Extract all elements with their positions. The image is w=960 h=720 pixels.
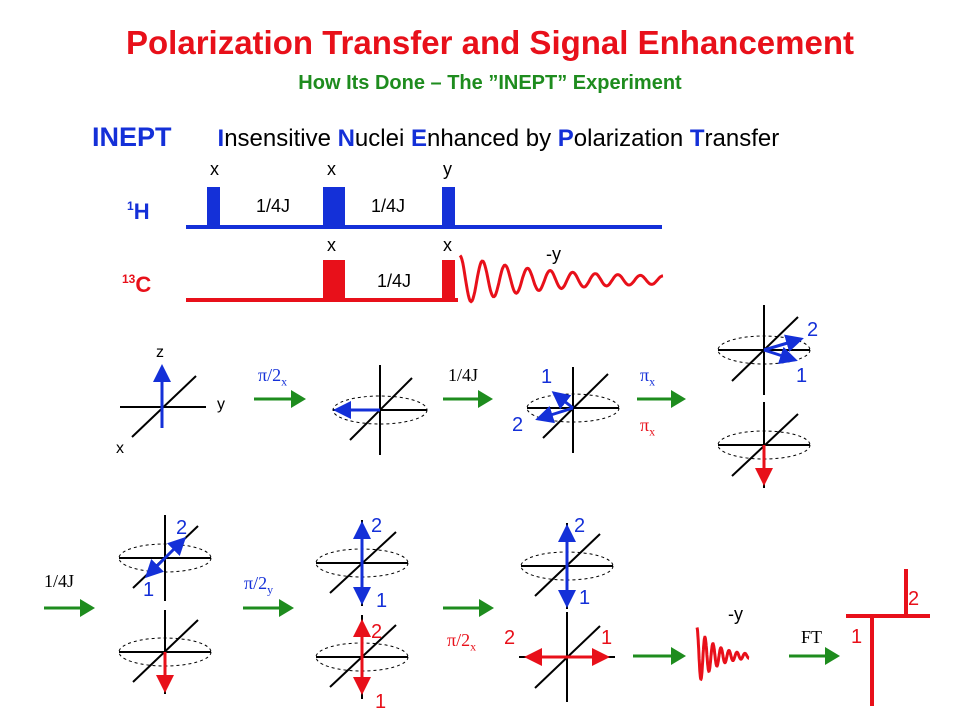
op-pi-x-proton: πx bbox=[640, 365, 656, 389]
spin-label-2: 2 bbox=[512, 414, 524, 436]
spin-1-vector bbox=[763, 346, 798, 364]
y-axis-label: y bbox=[217, 396, 225, 413]
x-axis-label: x bbox=[116, 440, 124, 457]
spin-label-2: 2 bbox=[807, 319, 819, 341]
carbon-spin-label-2: 2 bbox=[504, 627, 516, 649]
frame-final-proton bbox=[520, 523, 614, 609]
frame-after-second-delay-proton bbox=[118, 515, 212, 601]
carbon-mass-number: 13 bbox=[122, 272, 136, 286]
acronym-rest-p: olarization bbox=[573, 125, 690, 152]
proton-element: H bbox=[133, 199, 150, 224]
spin-1-vector bbox=[551, 391, 574, 410]
detected-fid bbox=[695, 627, 750, 682]
acronym-initial-i: I bbox=[217, 125, 225, 152]
c-delay: 1/4J bbox=[377, 271, 412, 291]
proton-channel bbox=[186, 187, 662, 229]
proton-channel-label: 1H bbox=[127, 200, 150, 223]
page-subtitle: How Its Done – The ”INEPT” Experiment bbox=[298, 72, 682, 94]
spin-label-1: 1 bbox=[796, 365, 808, 387]
carbon-channel bbox=[186, 254, 664, 304]
frame-after-second-delay-carbon bbox=[118, 610, 212, 694]
carbon-spin-label-2: 2 bbox=[371, 621, 383, 643]
frame-final-carbon bbox=[519, 612, 615, 702]
spectrum-label-2: 2 bbox=[908, 588, 920, 610]
frame-after-90y-carbon bbox=[315, 615, 409, 699]
acronym-initial-t: T bbox=[689, 125, 705, 152]
spin-2-vector bbox=[163, 536, 187, 560]
spin-2-vector bbox=[763, 334, 804, 352]
carbon-spin-label-1: 1 bbox=[601, 627, 613, 649]
spin-label-1: 1 bbox=[541, 366, 553, 388]
spectrum-label-1: 1 bbox=[851, 626, 863, 648]
spin-label-2: 2 bbox=[176, 517, 188, 539]
acronym-rest-i: nsensitive bbox=[224, 125, 338, 152]
c-acquire-phase: -y bbox=[546, 244, 561, 264]
frame-after-90x bbox=[332, 365, 428, 455]
carbon-channel-label: 13C bbox=[122, 273, 151, 296]
carbon-element: C bbox=[135, 272, 152, 297]
carbon-90x-pulse bbox=[442, 260, 455, 300]
carbon-spin-label-1: 1 bbox=[375, 691, 387, 713]
spin-1-vector bbox=[144, 556, 167, 579]
op-delay-2: 1/4J bbox=[44, 571, 75, 591]
acronym-rest-e: nhanced by bbox=[426, 125, 558, 152]
op-delay-1: 1/4J bbox=[448, 365, 479, 385]
carbon-fid bbox=[458, 254, 664, 304]
spin-label-1: 1 bbox=[143, 579, 155, 601]
frame-after-90y-proton bbox=[315, 520, 409, 606]
frame-after-180-carbon bbox=[717, 402, 811, 488]
acronym-initial-n: N bbox=[337, 125, 355, 152]
c-pulse-1-phase: x bbox=[327, 235, 336, 255]
spin-label-1: 1 bbox=[376, 590, 388, 612]
acronym-initial-e: E bbox=[410, 125, 427, 152]
acronym-rest-t: ransfer bbox=[704, 125, 780, 152]
h-pulse-3-phase: y bbox=[443, 159, 452, 179]
proton-mass-number: 1 bbox=[127, 199, 134, 213]
acronym-initial-p: P bbox=[557, 125, 574, 152]
h-delay-2: 1/4J bbox=[371, 196, 406, 216]
page-title: Polarization Transfer and Signal Enhance… bbox=[126, 24, 854, 61]
z-axis-label: z bbox=[156, 344, 164, 361]
proton-90x-pulse bbox=[207, 187, 220, 227]
frame-after-first-delay bbox=[526, 367, 620, 453]
frame-after-180-proton bbox=[717, 305, 811, 395]
detect-phase: -y bbox=[728, 604, 743, 624]
proton-180x-pulse bbox=[323, 187, 345, 227]
spin-label-1: 1 bbox=[579, 587, 591, 609]
inept-acronym-line: INEPT Insensitive Nuclei Enhanced by Pola… bbox=[92, 124, 779, 151]
acronym-rest-n: uclei bbox=[354, 125, 411, 152]
h-delay-1: 1/4J bbox=[256, 196, 291, 216]
op-pi-x-carbon: πx bbox=[640, 415, 656, 439]
op-pi-over-2-x: π/2x bbox=[258, 365, 288, 389]
h-pulse-1-phase: x bbox=[210, 159, 219, 179]
inept-abbrev: INEPT bbox=[92, 122, 172, 152]
spin-label-2: 2 bbox=[574, 515, 586, 537]
spin-label-2: 2 bbox=[371, 515, 383, 537]
op-fourier-transform: FT bbox=[801, 627, 823, 647]
op-pi-over-2-x-carbon: π/2x bbox=[447, 630, 477, 654]
antiphase-spectrum bbox=[846, 569, 930, 706]
carbon-180x-pulse bbox=[323, 260, 345, 300]
h-pulse-2-phase: x bbox=[327, 159, 336, 179]
op-pi-over-2-y: π/2y bbox=[244, 573, 274, 597]
c-pulse-2-phase: x bbox=[443, 235, 452, 255]
proton-90y-pulse bbox=[442, 187, 455, 227]
spin-2-vector bbox=[535, 405, 574, 424]
